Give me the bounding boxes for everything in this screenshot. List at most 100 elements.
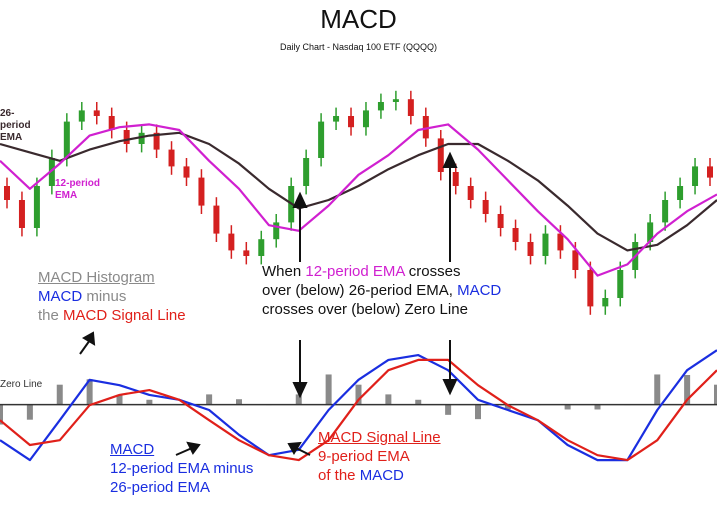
histogram-bar — [295, 394, 302, 405]
annotation-line: MACD Signal Line — [318, 428, 441, 447]
candle-body — [183, 166, 190, 178]
candle-body — [168, 149, 175, 167]
candle-body — [467, 186, 474, 200]
candle-body — [93, 110, 100, 116]
candle-body — [362, 110, 369, 128]
candle-body — [392, 99, 399, 102]
zero-line-label: Zero Line — [0, 375, 43, 394]
ema12-label: 12-period EMA — [55, 178, 101, 201]
annotation-text: MACD Signal Line — [63, 307, 186, 324]
annotation-line: MACD Histogram — [38, 268, 186, 287]
candle-body — [647, 222, 654, 242]
annotation-line: 9-period EMA — [318, 447, 441, 466]
candle-body — [497, 214, 504, 228]
annotation-line: When 12-period EMA crosses — [262, 262, 501, 281]
annotation: MACD Signal Line 9-period EMA of the MACD — [318, 428, 441, 485]
candle-body — [123, 130, 130, 144]
ema26-label: 26-period EMA — [0, 108, 31, 143]
candle-body — [512, 228, 519, 242]
annotation-line: 12-period EMA minus — [110, 459, 253, 478]
histogram-bar — [475, 404, 481, 420]
histogram-bar — [26, 404, 33, 420]
histogram-bar — [415, 399, 422, 405]
histogram-bar — [355, 384, 362, 405]
annotation-line: MACD — [110, 440, 253, 459]
candle-body — [258, 239, 265, 256]
histogram-bar — [236, 399, 242, 405]
annotation-line: 26-period EMA — [110, 478, 253, 497]
annotation-text: of the — [318, 467, 360, 484]
chart-title: MACD — [320, 4, 397, 34]
annotation: MACD Histogram MACD minus the MACD Signal … — [38, 268, 186, 325]
candle-body — [437, 138, 444, 172]
annotation-text: over (below) 26-period EMA, — [262, 282, 458, 299]
candle-body — [707, 166, 713, 178]
candle-body — [452, 172, 459, 186]
histogram-bar — [714, 384, 717, 405]
arrows — [79, 151, 458, 456]
candle-body — [407, 99, 414, 116]
histogram-bar — [116, 394, 123, 405]
candle-body — [602, 298, 609, 307]
annotation-text: the — [38, 307, 64, 324]
annotation-line: MACD minus — [38, 287, 186, 306]
annotation: When 12-period EMA crosses over (below) 2… — [262, 262, 501, 319]
annotation-text: 9-period EMA — [318, 448, 410, 465]
histogram-bar — [445, 404, 452, 415]
ema-line — [0, 123, 717, 277]
histogram-bar — [385, 394, 392, 405]
annotation-text: 26-period EMA — [110, 479, 211, 496]
annotation-text: MACD — [457, 282, 502, 299]
annotation-text: 12-period EMA — [305, 263, 405, 280]
histogram-bar — [684, 375, 691, 405]
candle-body — [273, 222, 280, 240]
histogram-bar — [325, 374, 332, 405]
candle-body — [108, 116, 115, 130]
candle-body — [662, 200, 669, 223]
candle-body — [557, 233, 564, 251]
candle-body — [243, 250, 250, 256]
candle-body — [617, 270, 624, 298]
annotation-text: minus — [82, 288, 127, 305]
histogram-bar — [504, 404, 511, 410]
candle-body — [213, 205, 220, 234]
candle-body — [228, 233, 235, 251]
candle-body — [153, 132, 160, 150]
candle-body — [198, 177, 205, 206]
annotation-text: MACD — [38, 288, 83, 305]
candle-body — [377, 102, 384, 111]
candle-body — [4, 186, 10, 200]
candle-body — [78, 110, 85, 122]
candle-body — [527, 242, 534, 256]
annotation-text: MACD Signal Line — [318, 429, 441, 446]
histogram-bar — [146, 399, 153, 405]
candle-body — [692, 166, 699, 186]
ema-line — [0, 131, 717, 252]
candle-body — [348, 116, 355, 128]
annotation-line: crosses over (below) Zero Line — [262, 300, 501, 319]
candle-body — [303, 158, 310, 186]
annotation-text: MACD — [359, 467, 404, 484]
candle-body — [422, 116, 429, 139]
candle-body — [572, 250, 579, 270]
annotation-text: crosses over (below) Zero Line — [262, 301, 468, 318]
annotation-text: MACD Histogram — [38, 269, 155, 286]
macd-line — [0, 358, 717, 462]
candle-body — [318, 121, 325, 158]
macd-line — [0, 349, 717, 462]
histogram-bar — [0, 404, 3, 425]
histogram-bar — [56, 384, 63, 405]
histogram-bar — [86, 379, 93, 405]
histogram-bar — [594, 404, 601, 410]
chart-subtitle: Daily Chart - Nasdaq 100 ETF (QQQQ) — [279, 42, 438, 52]
annotation-line: of the MACD — [318, 466, 441, 485]
candle-body — [542, 233, 549, 256]
histogram-bar — [654, 374, 661, 405]
candle-body — [18, 200, 25, 228]
annotation-line: over (below) 26-period EMA, MACD — [262, 281, 501, 300]
annotation: MACD 12-period EMA minus 26-period EMA — [110, 440, 253, 497]
candle-body — [63, 121, 70, 158]
candle-body — [138, 132, 145, 144]
